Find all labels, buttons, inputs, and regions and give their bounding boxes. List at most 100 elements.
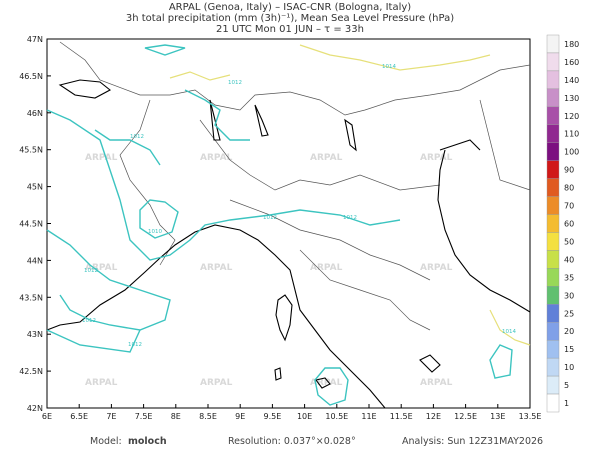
colorbar-swatch bbox=[546, 70, 560, 90]
watermark: ARPAL bbox=[310, 153, 343, 163]
watermark: ARPAL bbox=[85, 153, 118, 163]
footer-resolution: Resolution: 0.037°×0.028° bbox=[228, 436, 356, 447]
lon-label: 9.5E bbox=[264, 412, 282, 421]
isobar-label: 1012 bbox=[84, 268, 98, 274]
lat-label: 42.5N bbox=[19, 367, 43, 376]
isobar bbox=[46, 109, 401, 261]
lon-label: 13.5E bbox=[519, 412, 542, 421]
colorbar-label: 160 bbox=[564, 58, 579, 67]
lon-label: 11.5E bbox=[390, 412, 413, 421]
colorbar-swatch bbox=[546, 106, 560, 125]
watermark: ARPAL bbox=[85, 378, 118, 388]
lat-label: 44N bbox=[27, 256, 43, 265]
isobar-label: 1010 bbox=[148, 229, 162, 235]
isobar bbox=[169, 71, 231, 81]
isobar-label: 1014 bbox=[382, 64, 396, 70]
lon-label: 6.5E bbox=[70, 412, 88, 421]
colorbar-label: 30 bbox=[564, 291, 574, 300]
colorbar-label: 130 bbox=[564, 94, 579, 103]
colorbar-swatch bbox=[546, 124, 560, 143]
lake bbox=[209, 99, 221, 141]
colorbar-label: 25 bbox=[564, 309, 574, 318]
colorbar-swatch bbox=[546, 88, 560, 108]
border bbox=[479, 99, 531, 191]
colorbar-swatch bbox=[546, 214, 560, 233]
lon-label: 6E bbox=[42, 412, 52, 421]
colorbar-swatch bbox=[546, 322, 560, 341]
lat-label: 45N bbox=[27, 183, 43, 192]
lat-label: 43.5N bbox=[19, 293, 43, 302]
footer-analysis: Analysis: Sun 12Z31MAY2026 bbox=[402, 436, 543, 447]
island bbox=[274, 367, 282, 381]
colorbar-label: 90 bbox=[564, 166, 574, 175]
isobar-label: 1012 bbox=[228, 80, 242, 86]
watermark: ARPAL bbox=[200, 378, 233, 388]
isobar-label: 1012 bbox=[128, 342, 142, 348]
lat-label: 46.5N bbox=[19, 72, 43, 81]
colorbar-label: 80 bbox=[564, 184, 574, 193]
colorbar-label: 120 bbox=[564, 112, 579, 121]
watermark: ARPAL bbox=[420, 153, 453, 163]
lon-label: 9E bbox=[235, 412, 245, 421]
isobar-label: 1012 bbox=[82, 318, 96, 324]
colorbar-label: 140 bbox=[564, 76, 579, 85]
header-line: 21 UTC Mon 01 JUN – τ = 33h bbox=[216, 24, 364, 35]
watermark: ARPAL bbox=[420, 378, 453, 388]
colorbar-label: 70 bbox=[564, 202, 574, 211]
coastline bbox=[46, 224, 386, 409]
colorbar-swatch bbox=[546, 268, 560, 287]
colorbar-label: 20 bbox=[564, 327, 574, 336]
border bbox=[299, 249, 431, 331]
colorbar-label: 40 bbox=[564, 255, 574, 264]
lon-label: 8E bbox=[171, 412, 181, 421]
lon-label: 7E bbox=[106, 412, 116, 421]
isobar bbox=[299, 44, 491, 71]
watermark: ARPAL bbox=[200, 153, 233, 163]
lon-label: 7.5E bbox=[135, 412, 153, 421]
colorbar-swatch bbox=[546, 178, 560, 197]
header-line: 3h total precipitation (mm (3h)⁻¹), Mean… bbox=[126, 13, 454, 24]
border bbox=[59, 41, 531, 116]
watermark: ARPAL bbox=[310, 263, 343, 273]
lake bbox=[344, 118, 357, 152]
coastline bbox=[439, 139, 481, 151]
lake bbox=[58, 79, 111, 99]
colorbar-label: 35 bbox=[564, 273, 574, 282]
colorbar-label: 110 bbox=[564, 130, 579, 139]
watermark: ARPAL bbox=[420, 263, 453, 273]
lon-label: 8.5E bbox=[199, 412, 217, 421]
colorbar-label: 1 bbox=[564, 399, 569, 408]
map-area: ARPAL ARPAL ARPAL ARPAL ARPAL ARPAL ARPA… bbox=[46, 38, 531, 409]
isobar bbox=[46, 329, 141, 353]
colorbar-swatch bbox=[546, 160, 560, 179]
colorbar-swatch bbox=[546, 339, 560, 359]
colorbar: 1801601401301201101009080706050403530252… bbox=[546, 34, 579, 413]
island bbox=[315, 377, 331, 389]
lat-label: 43N bbox=[27, 330, 43, 339]
colorbar-label: 50 bbox=[564, 237, 574, 246]
lon-label: 12E bbox=[426, 412, 441, 421]
footer-model-label: Model: bbox=[90, 436, 122, 447]
colorbar-label: 5 bbox=[564, 381, 569, 390]
isobar bbox=[46, 229, 171, 331]
colorbar-swatch bbox=[546, 304, 560, 323]
lon-label: 10.5E bbox=[325, 412, 348, 421]
isobar-label: 1012 bbox=[263, 215, 277, 221]
colorbar-swatch bbox=[546, 250, 560, 269]
colorbar-label: 15 bbox=[564, 345, 574, 354]
coastline bbox=[437, 149, 531, 313]
lat-label: 44.5N bbox=[19, 220, 43, 229]
footer-model: moloch bbox=[128, 436, 167, 447]
colorbar-swatch bbox=[546, 357, 560, 377]
colorbar-label: 60 bbox=[564, 220, 574, 229]
isobar bbox=[94, 129, 161, 166]
isobar bbox=[144, 44, 186, 56]
isobar bbox=[489, 309, 531, 346]
isobar bbox=[489, 344, 513, 379]
isobar bbox=[314, 367, 349, 406]
lat-label: 42N bbox=[27, 404, 43, 413]
lake bbox=[419, 354, 441, 373]
colorbar-swatch bbox=[546, 34, 560, 54]
lat-label: 46N bbox=[27, 109, 43, 118]
